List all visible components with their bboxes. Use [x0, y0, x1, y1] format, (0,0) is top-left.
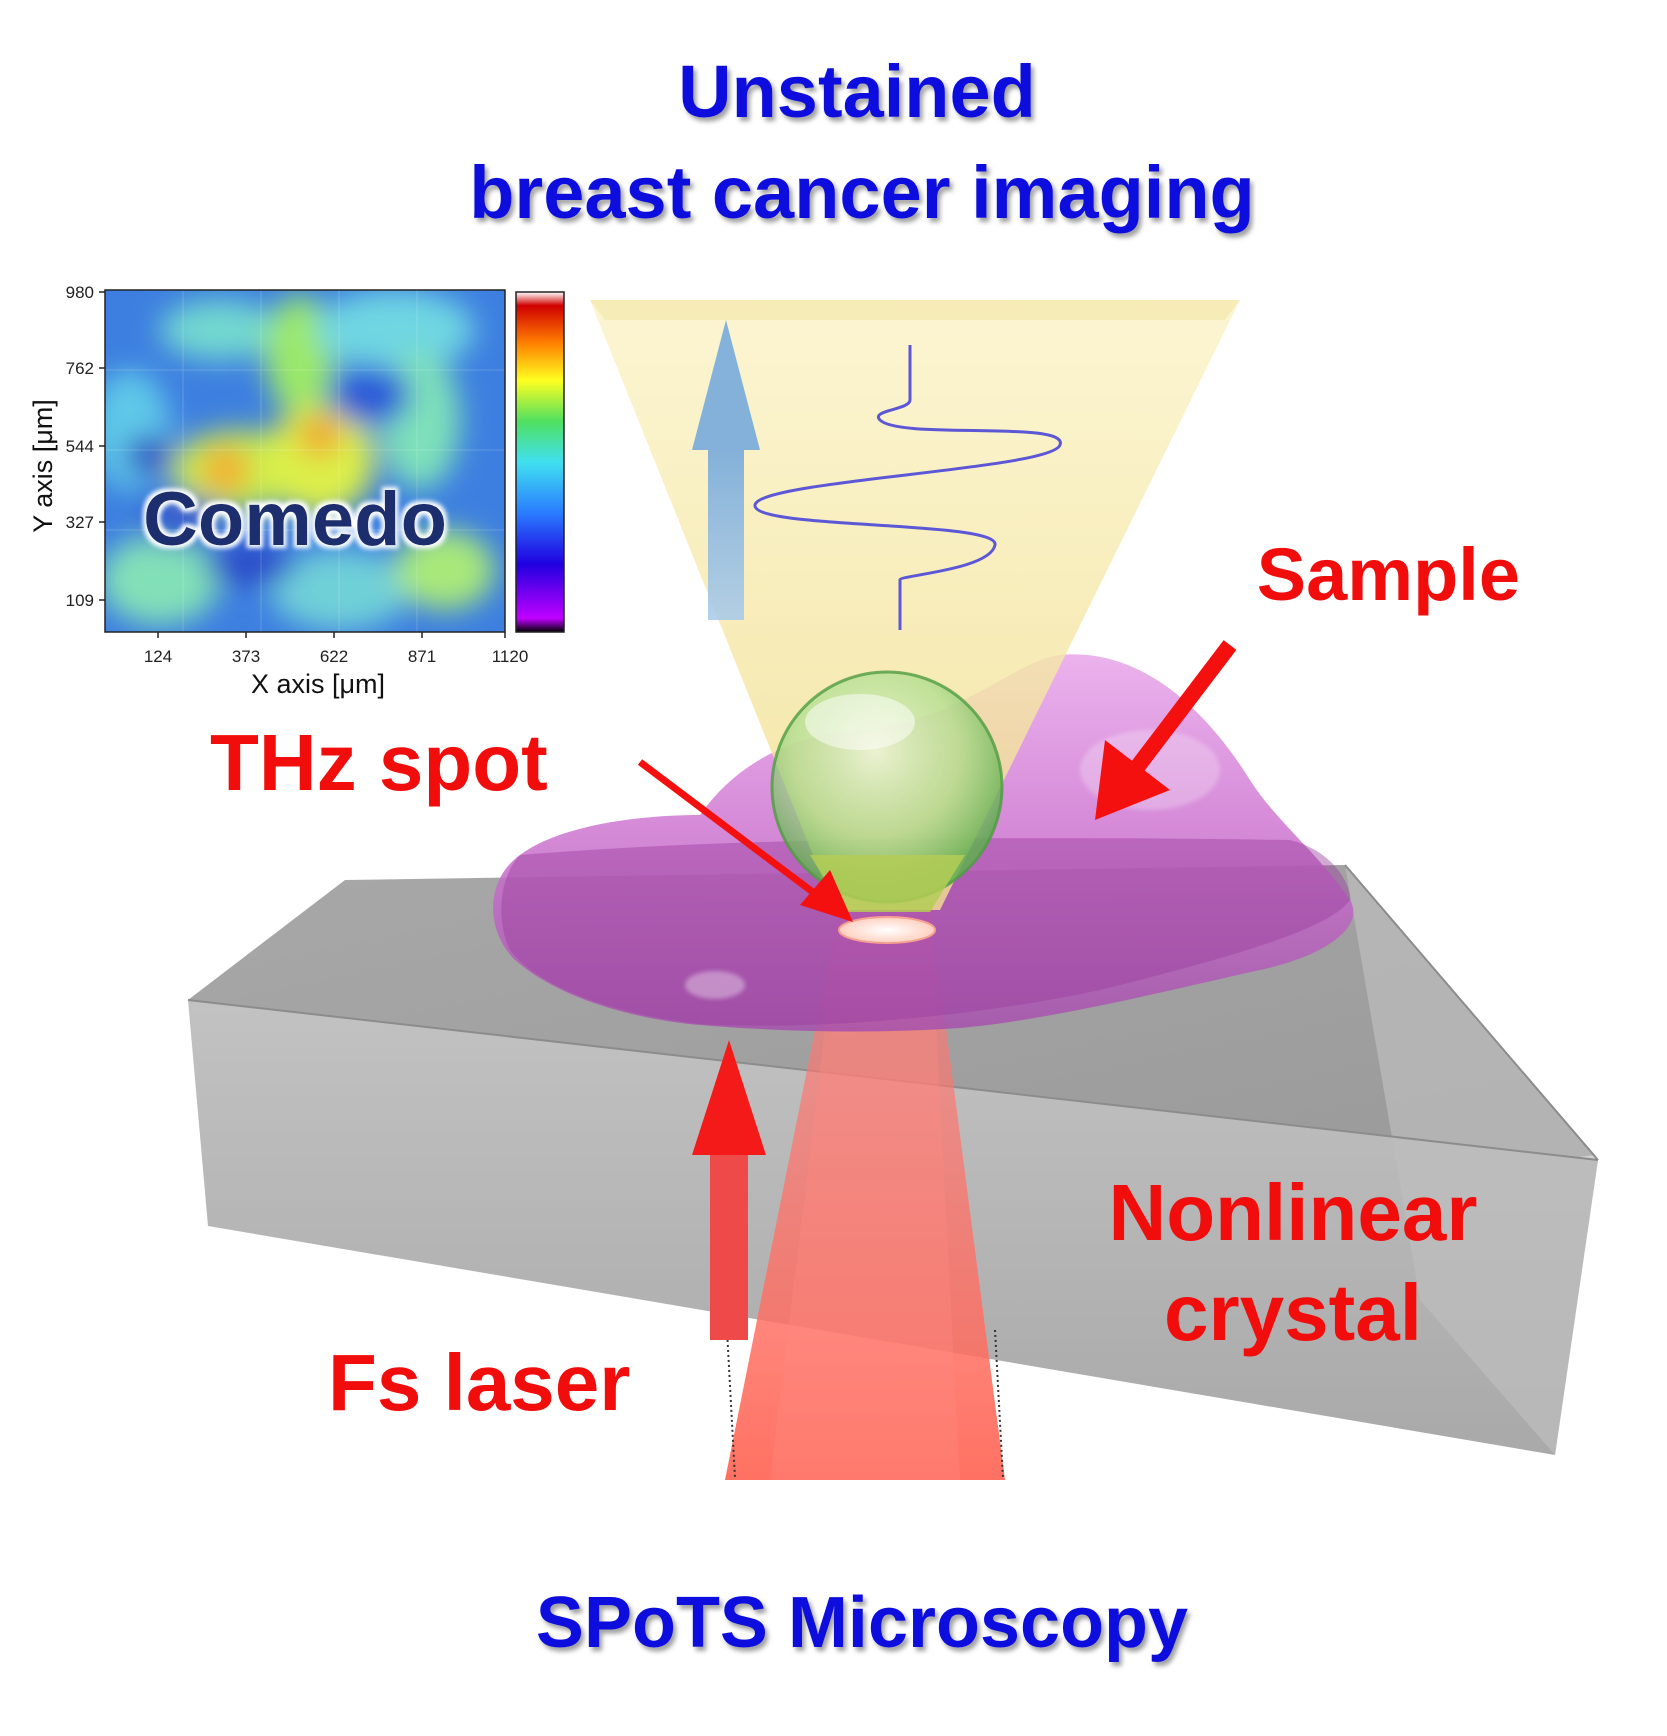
- x-tick-label: 871: [408, 647, 436, 666]
- thz-waveform: [753, 345, 1062, 630]
- fs-laser-arrow: [692, 1040, 766, 1340]
- sample-pointer: [1095, 640, 1237, 820]
- thz-spot-label: THz spot: [210, 718, 548, 807]
- x-tick-label: 622: [320, 647, 348, 666]
- crystal-right-face: [1345, 865, 1598, 1455]
- x-tick-label: 373: [232, 647, 260, 666]
- y-tick-label: 544: [66, 437, 94, 456]
- fs-laser-beam: [725, 905, 1005, 1480]
- y-tick-label: 109: [66, 591, 94, 610]
- hemispherical-lens: [770, 670, 1004, 912]
- thz-output-arrow: [692, 320, 760, 620]
- title-line-2: breast cancer imaging: [469, 151, 1255, 234]
- y-tick-label: 762: [66, 359, 94, 378]
- thz-spot-pointer: [637, 759, 853, 922]
- thz-spot: [838, 916, 936, 944]
- nonlinear-crystal-label-2: crystal: [1164, 1268, 1422, 1357]
- nonlinear-crystal-label-1: Nonlinear: [1109, 1168, 1478, 1257]
- colorbar: [515, 291, 565, 633]
- title-line-1: Unstained: [678, 50, 1036, 133]
- fs-laser-label: Fs laser: [328, 1338, 630, 1427]
- x-tick-label: 1120: [492, 647, 529, 666]
- y-axis-label: Y axis [μm]: [28, 399, 58, 533]
- y-tick-label: 980: [66, 283, 94, 302]
- thz-image-inset: 980 762 544 327 109 124 373 622 871 1120…: [28, 283, 565, 699]
- x-tick-label: 124: [144, 647, 172, 666]
- thz-cone: [590, 300, 1240, 910]
- y-tick-label: 327: [66, 513, 94, 532]
- x-axis-label: X axis [μm]: [251, 669, 385, 699]
- footer-title: SPoTS Microscopy: [536, 1583, 1188, 1663]
- sample-label: Sample: [1257, 533, 1520, 616]
- comedo-label: Comedo: [143, 477, 447, 562]
